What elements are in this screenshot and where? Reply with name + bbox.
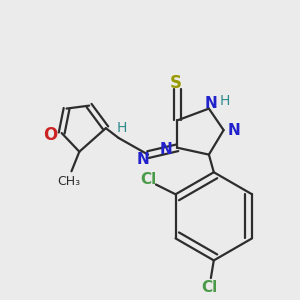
Text: Cl: Cl (140, 172, 156, 187)
Text: CH₃: CH₃ (57, 175, 80, 188)
Text: N: N (159, 142, 172, 157)
Text: H: H (116, 121, 127, 135)
Text: O: O (43, 126, 57, 144)
Text: Cl: Cl (201, 280, 217, 295)
Text: N: N (205, 96, 217, 111)
Text: N: N (228, 123, 241, 138)
Text: S: S (169, 74, 181, 92)
Text: N: N (137, 152, 149, 167)
Text: H: H (219, 94, 230, 108)
